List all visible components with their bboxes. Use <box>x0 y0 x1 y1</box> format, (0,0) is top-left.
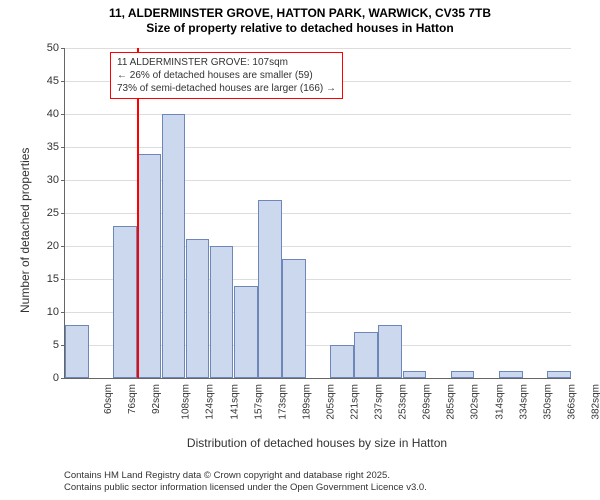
xtick-label: 269sqm <box>422 384 433 420</box>
ytick-mark <box>61 213 65 214</box>
ytick-label: 35 <box>47 141 59 153</box>
histogram-bar <box>354 332 378 378</box>
ytick-label: 30 <box>47 174 59 186</box>
gridline <box>65 48 571 49</box>
ytick-label: 25 <box>47 207 59 219</box>
x-axis-label: Distribution of detached houses by size … <box>64 436 570 450</box>
attribution: Contains HM Land Registry data © Crown c… <box>64 470 427 494</box>
histogram-bar <box>282 259 306 378</box>
ytick-label: 45 <box>47 75 59 87</box>
ytick-mark <box>61 180 65 181</box>
xtick-label: 382sqm <box>591 384 600 420</box>
xtick-label: 237sqm <box>374 384 385 420</box>
histogram-bar <box>234 286 258 378</box>
xtick-label: 189sqm <box>301 384 312 420</box>
ytick-label: 0 <box>53 372 59 384</box>
callout-line-2: ← 26% of detached houses are smaller (59… <box>117 69 336 82</box>
xtick-label: 285sqm <box>446 384 457 420</box>
xtick-label: 60sqm <box>103 384 114 414</box>
xtick-label: 173sqm <box>277 384 288 420</box>
xtick-label: 157sqm <box>253 384 264 420</box>
ytick-label: 20 <box>47 240 59 252</box>
histogram-bar <box>258 200 282 378</box>
histogram-bar <box>210 246 234 378</box>
xtick-label: 205sqm <box>325 384 336 420</box>
gridline <box>65 114 571 115</box>
ytick-label: 5 <box>53 339 59 351</box>
histogram-bar <box>162 114 186 378</box>
histogram-bar <box>499 371 523 378</box>
gridline <box>65 147 571 148</box>
ytick-mark <box>61 279 65 280</box>
histogram-bar <box>138 154 162 378</box>
ytick-label: 50 <box>47 42 59 54</box>
attribution-line-1: Contains HM Land Registry data © Crown c… <box>64 470 427 482</box>
histogram-bar <box>186 239 210 378</box>
ytick-mark <box>61 378 65 379</box>
xtick-label: 350sqm <box>542 384 553 420</box>
ytick-mark <box>61 246 65 247</box>
chart-title-line2: Size of property relative to detached ho… <box>0 21 600 36</box>
xtick-label: 108sqm <box>181 384 192 420</box>
ytick-mark <box>61 114 65 115</box>
ytick-label: 15 <box>47 273 59 285</box>
xtick-label: 366sqm <box>566 384 577 420</box>
ytick-mark <box>61 81 65 82</box>
histogram-bar <box>330 345 354 378</box>
callout-line-3: 73% of semi-detached houses are larger (… <box>117 82 336 95</box>
chart-title-line1: 11, ALDERMINSTER GROVE, HATTON PARK, WAR… <box>0 6 600 21</box>
xtick-label: 253sqm <box>398 384 409 420</box>
property-callout: 11 ALDERMINSTER GROVE: 107sqm ← 26% of d… <box>110 52 343 99</box>
xtick-label: 314sqm <box>494 384 505 420</box>
xtick-label: 141sqm <box>229 384 240 420</box>
histogram-bar <box>547 371 571 378</box>
ytick-label: 40 <box>47 108 59 120</box>
histogram-bar <box>113 226 137 378</box>
chart-title: 11, ALDERMINSTER GROVE, HATTON PARK, WAR… <box>0 0 600 36</box>
histogram-bar <box>65 325 89 378</box>
ytick-mark <box>61 147 65 148</box>
ytick-mark <box>61 312 65 313</box>
xtick-label: 92sqm <box>151 384 162 414</box>
attribution-line-2: Contains public sector information licen… <box>64 482 427 494</box>
histogram-bar <box>378 325 402 378</box>
xtick-label: 221sqm <box>350 384 361 420</box>
callout-line-1: 11 ALDERMINSTER GROVE: 107sqm <box>117 56 336 69</box>
xtick-label: 76sqm <box>127 384 138 414</box>
ytick-mark <box>61 48 65 49</box>
histogram-bar <box>451 371 475 378</box>
xtick-label: 124sqm <box>205 384 216 420</box>
xtick-label: 302sqm <box>470 384 481 420</box>
histogram-bar <box>403 371 427 378</box>
ytick-label: 10 <box>47 306 59 318</box>
y-axis-label: Number of detached properties <box>18 148 32 313</box>
xtick-label: 334sqm <box>518 384 529 420</box>
